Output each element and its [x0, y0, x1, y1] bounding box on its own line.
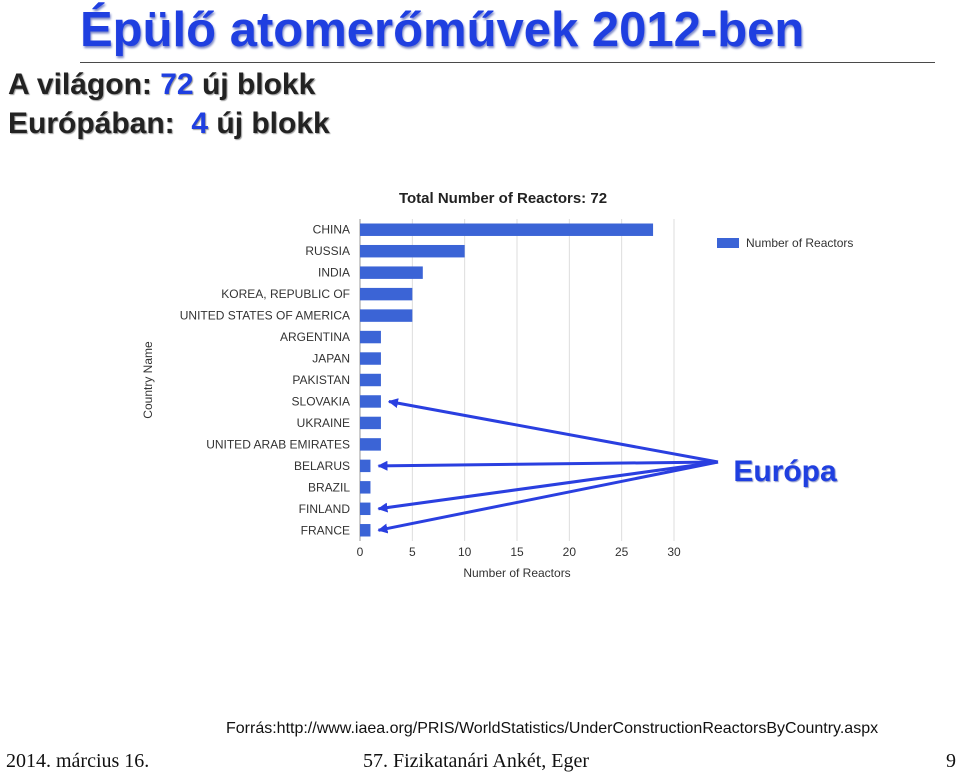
bar — [360, 287, 413, 301]
europe-summary: Európában: 4 új blokk — [8, 107, 330, 141]
y-tick-label: PAKISTAN — [292, 373, 350, 387]
bar — [360, 395, 381, 408]
x-tick-label: 30 — [667, 545, 681, 559]
bar — [360, 373, 381, 387]
world-summary-prefix: A világon: — [8, 68, 161, 101]
source-citation: Forrás:http://www.iaea.org/PRIS/WorldSta… — [226, 720, 879, 737]
europe-summary-prefix: Európában: — [8, 107, 192, 140]
bar — [360, 352, 381, 365]
bar — [360, 244, 465, 258]
world-summary: A világon: 72 új blokk — [8, 68, 315, 102]
y-tick-label: BRAZIL — [308, 480, 350, 494]
annotation-arrow — [377, 460, 719, 534]
y-tick-label: RUSSIA — [305, 244, 350, 258]
bar — [360, 416, 381, 430]
bar — [360, 330, 381, 344]
x-tick-label: 20 — [563, 545, 577, 559]
y-tick-label: JAPAN — [312, 352, 350, 366]
y-axis-label: Country Name — [141, 341, 155, 419]
slide-title: Épülő atomerőművek 2012-ben — [80, 3, 805, 57]
bar — [360, 459, 371, 473]
annotation-arrow — [377, 460, 719, 471]
world-summary-suffix: új blokk — [193, 68, 316, 101]
bar — [360, 481, 371, 494]
y-tick-label: KOREA, REPUBLIC OF — [221, 287, 350, 301]
y-tick-label: FRANCE — [301, 523, 350, 537]
y-tick-label: UNITED ARAB EMIRATES — [206, 437, 350, 451]
x-tick-label: 0 — [357, 545, 364, 559]
bar — [360, 502, 371, 516]
y-tick-label: SLOVAKIA — [292, 394, 350, 408]
x-tick-label: 5 — [409, 545, 416, 559]
slide-number: 9 — [946, 750, 956, 772]
annotation-arrow — [377, 460, 719, 513]
europe-annotation: Európa — [733, 455, 837, 488]
annotation-arrow — [387, 398, 719, 464]
x-tick-label: 10 — [458, 545, 472, 559]
y-tick-label: UKRAINE — [297, 416, 350, 430]
footer-date: 2014. március 16. — [6, 750, 150, 772]
legend-swatch — [717, 238, 739, 248]
bar — [360, 438, 381, 451]
y-tick-label: ARGENTINA — [280, 330, 350, 344]
footer-conference: 57. Fizikatanári Ankét, Eger — [363, 750, 590, 772]
chart-title: Total Number of Reactors: 72 — [399, 190, 607, 207]
y-tick-label: UNITED STATES OF AMERICA — [180, 309, 350, 323]
title-divider — [80, 62, 935, 63]
x-tick-label: 15 — [510, 545, 524, 559]
y-tick-label: BELARUS — [294, 459, 350, 473]
bar — [360, 524, 371, 537]
bar — [360, 309, 413, 322]
bar — [360, 266, 423, 279]
y-tick-label: CHINA — [313, 223, 350, 237]
world-count: 72 — [160, 68, 194, 101]
y-tick-label: FINLAND — [299, 502, 351, 516]
x-tick-label: 25 — [615, 545, 629, 559]
legend-label: Number of Reactors — [746, 236, 853, 250]
europe-summary-suffix: új blokk — [208, 107, 330, 140]
bar — [360, 223, 654, 236]
y-tick-label: INDIA — [318, 266, 350, 280]
europe-count: 4 — [191, 107, 209, 140]
x-axis-label: Number of Reactors — [463, 566, 570, 580]
